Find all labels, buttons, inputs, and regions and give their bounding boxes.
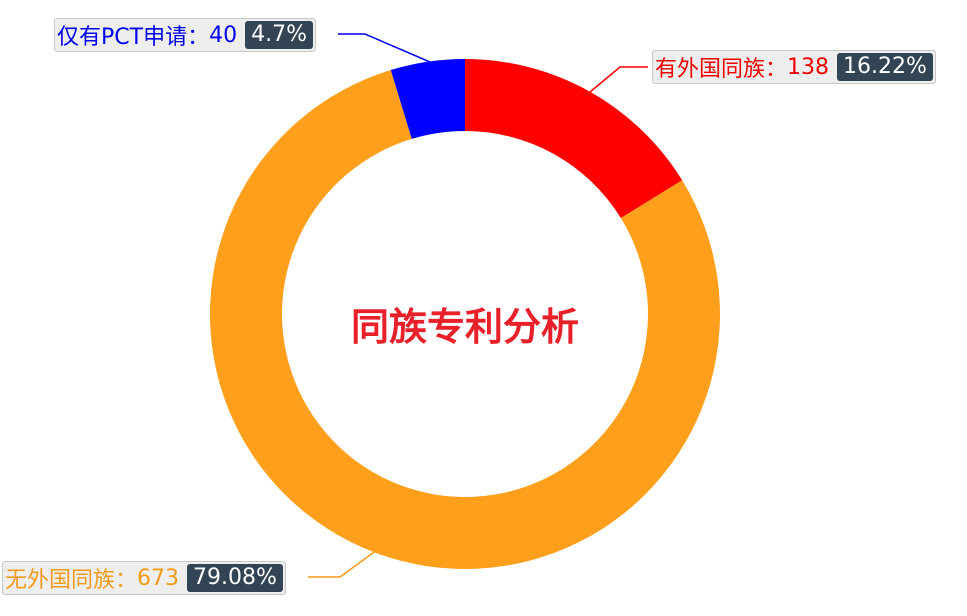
- label-value: 673: [137, 565, 180, 591]
- donut-slice[interactable]: [390, 59, 465, 139]
- chart-title: 同族专利分析: [350, 305, 579, 349]
- label-percent: 79.08%: [187, 564, 283, 592]
- label-sep: ：: [187, 25, 210, 50]
- leader-line: [308, 549, 378, 578]
- label-name: 有外国同族: [655, 57, 766, 82]
- label-percent: 4.7%: [245, 21, 313, 49]
- label-name: 无外国同族: [5, 568, 116, 593]
- label-sep: ：: [765, 57, 788, 82]
- leader-line: [589, 66, 648, 93]
- label-foreign-family: 有外国同族： 138 16.22%: [652, 50, 936, 84]
- label-name: 仅有PCT申请: [57, 25, 188, 50]
- donut-slice[interactable]: [465, 59, 683, 219]
- label-value: 138: [787, 54, 830, 80]
- label-pct-only: 仅有PCT申请： 40 4.7%: [54, 18, 316, 52]
- label-no-foreign-family: 无外国同族： 673 79.08%: [2, 561, 286, 595]
- label-sep: ：: [115, 568, 138, 593]
- label-value: 40: [209, 22, 238, 48]
- label-percent: 16.22%: [837, 53, 933, 81]
- leader-line: [338, 33, 431, 63]
